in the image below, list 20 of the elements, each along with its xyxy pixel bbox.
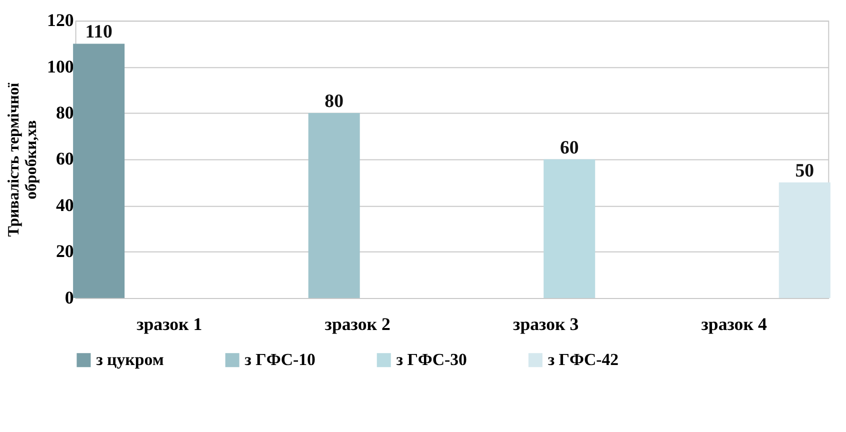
y-tick-label: 80 (56, 102, 74, 122)
x-tick-label: зразок 4 (701, 314, 767, 334)
y-tick-label: 120 (47, 10, 74, 30)
legend-label: з ГФС-10 (244, 350, 316, 370)
legend-label: з ГФС-30 (396, 350, 467, 370)
y-tick-label: 40 (56, 194, 74, 215)
x-tick-label: зразок 1 (136, 314, 202, 334)
y-axis-title: Тривалість термічної обробки,хв (5, 82, 40, 237)
data-label: 50 (795, 160, 814, 182)
y-tick-label: 60 (56, 148, 74, 169)
legend-label: з ГФС-42 (548, 350, 619, 370)
x-tick-label: зразок 2 (324, 314, 390, 334)
data-label: 110 (85, 22, 112, 43)
data-label: 60 (560, 137, 579, 158)
y-tick-label: 100 (47, 56, 74, 76)
data-label: 80 (324, 91, 344, 112)
y-tick-label: 0 (64, 287, 74, 308)
y-tick-label: 20 (56, 241, 74, 262)
x-tick-label: зразок 3 (513, 314, 579, 334)
legend-label: з цукром (96, 350, 164, 370)
